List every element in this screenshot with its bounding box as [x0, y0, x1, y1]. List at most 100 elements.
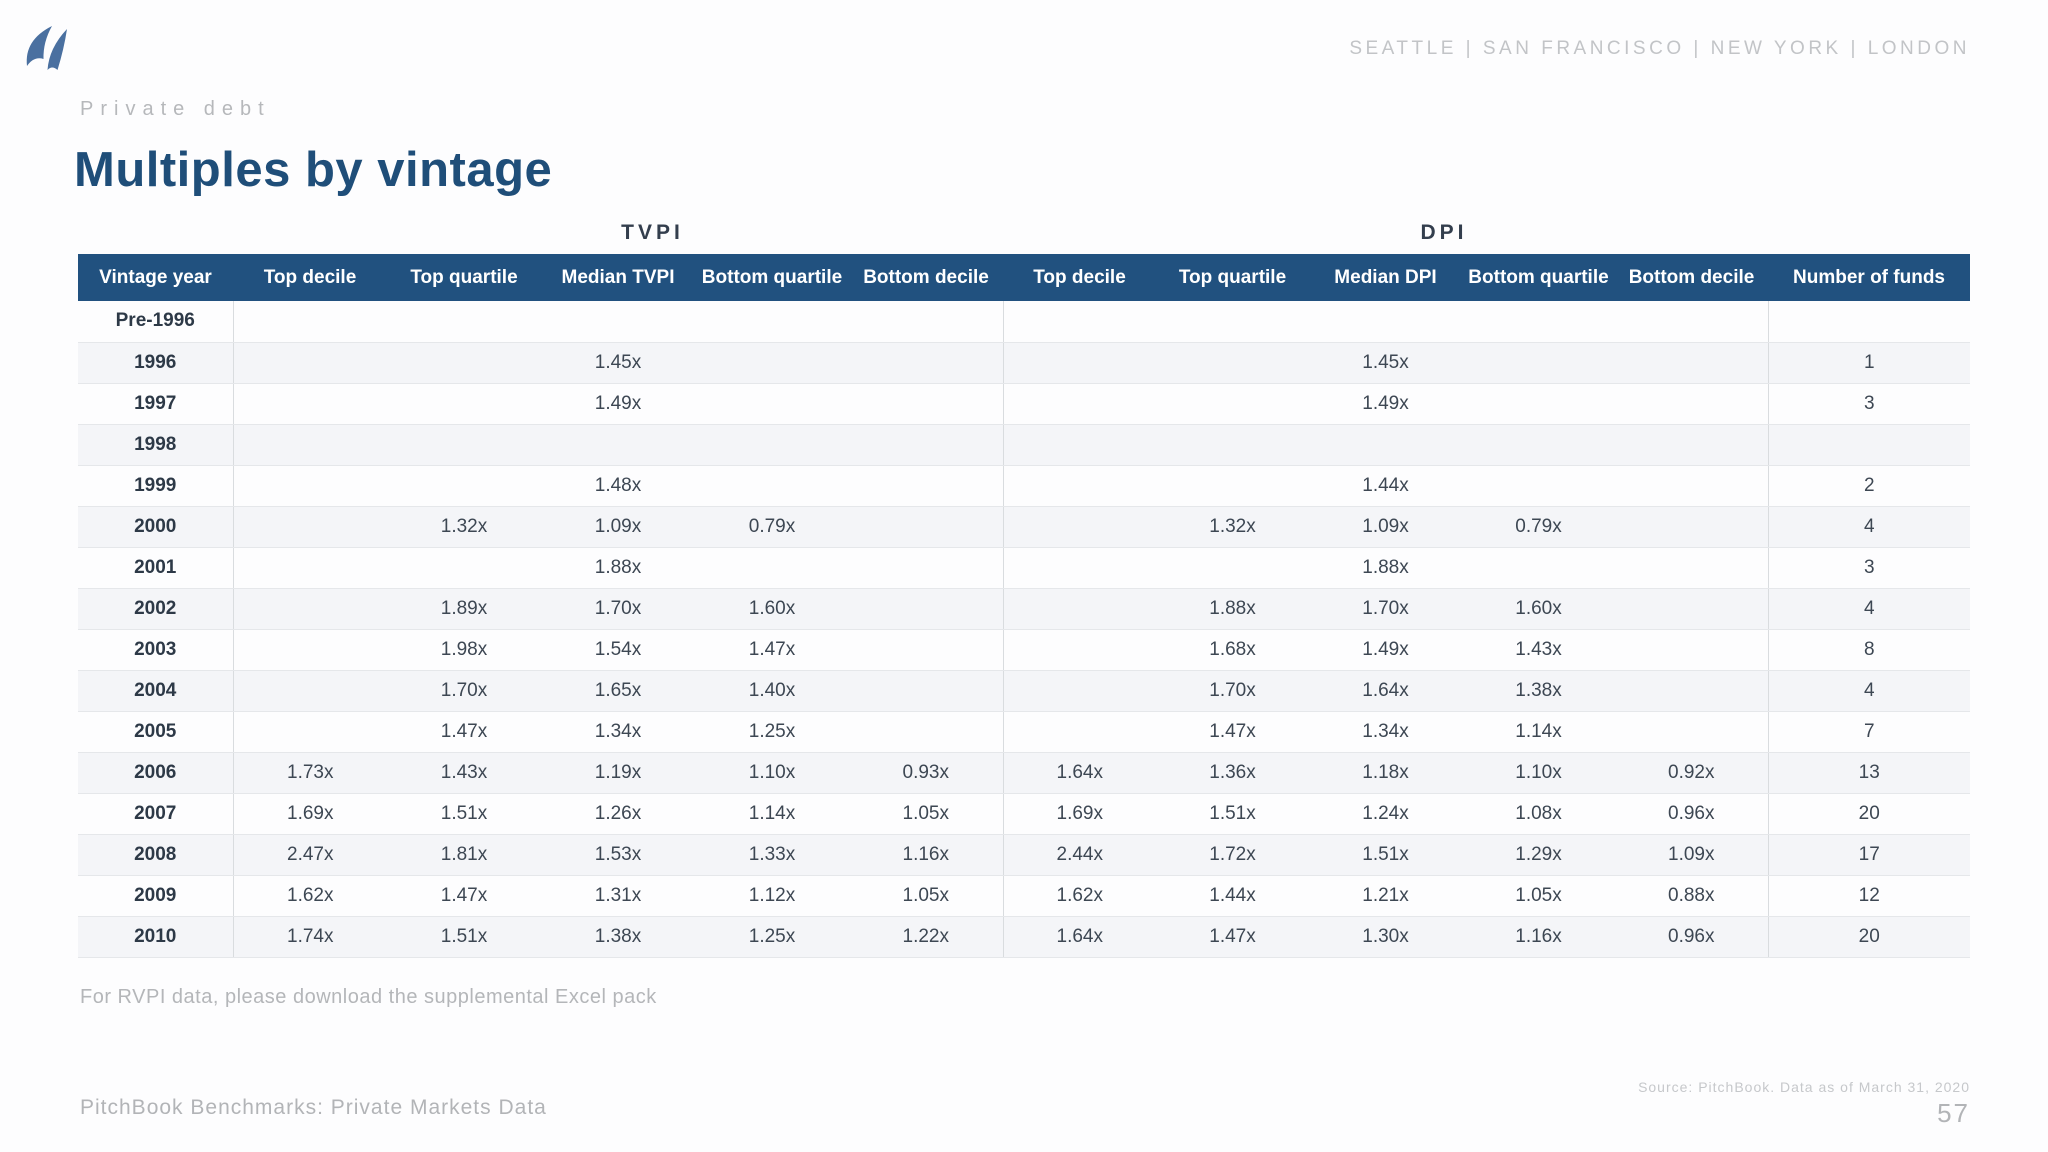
value-cell: 1.98x	[387, 629, 541, 671]
column-header-top-quartile: Top quartile	[387, 254, 541, 301]
column-header-median-dpi: Median DPI	[1309, 254, 1462, 301]
value-cell: 12	[1767, 875, 1970, 917]
column-header-bottom-decile: Bottom decile	[849, 254, 1003, 301]
value-cell: 1.34x	[541, 711, 695, 753]
vintage-year-cell: 2010	[78, 916, 233, 958]
column-header-top-decile: Top decile	[1003, 254, 1156, 301]
value-cell: 1.31x	[541, 875, 695, 917]
value-cell	[1462, 383, 1615, 425]
value-cell: 1.14x	[695, 793, 849, 835]
value-cell	[541, 301, 695, 343]
value-cell	[387, 301, 541, 343]
value-cell: 1.68x	[1156, 629, 1309, 671]
value-cell: 1.30x	[1309, 916, 1462, 958]
vintage-year-cell: 1997	[78, 383, 233, 425]
value-cell	[1615, 342, 1768, 384]
table-row: 1997 1.49x 1.49x 3	[78, 383, 1970, 425]
value-cell	[232, 301, 387, 343]
value-cell	[695, 465, 849, 507]
value-cell	[1462, 342, 1615, 384]
value-cell	[1002, 547, 1156, 589]
value-cell	[232, 629, 387, 671]
value-cell: 1.44x	[1309, 465, 1462, 507]
table-row: 2010 1.74x 1.51x 1.38x 1.25x 1.22x 1.64x 1.47x 1…	[78, 916, 1970, 958]
value-cell	[1156, 465, 1309, 507]
vintage-year-cell: 2003	[78, 629, 233, 671]
value-cell	[1462, 465, 1615, 507]
value-cell	[387, 342, 541, 384]
vintage-year-cell: 1999	[78, 465, 233, 507]
value-cell: 1.24x	[1309, 793, 1462, 835]
table-row: 2000 1.32x 1.09x 0.79x 1.32x 1.09x 0.79x 4	[78, 506, 1970, 548]
value-cell	[849, 547, 1003, 589]
value-cell: 4	[1767, 670, 1970, 712]
column-header-bottom-decile: Bottom decile	[1615, 254, 1768, 301]
value-cell: 0.88x	[1615, 875, 1768, 917]
value-cell	[695, 301, 849, 343]
value-cell: 0.79x	[1462, 506, 1615, 548]
value-cell: 4	[1767, 506, 1970, 548]
value-cell	[1002, 383, 1156, 425]
value-cell: 1.62x	[1002, 875, 1156, 917]
value-cell: 1.64x	[1002, 916, 1156, 958]
page-number: 57	[1937, 1098, 1970, 1128]
value-cell	[1002, 342, 1156, 384]
value-cell	[849, 670, 1003, 712]
value-cell: 1.47x	[387, 711, 541, 753]
value-cell	[1002, 301, 1156, 343]
value-cell: 17	[1767, 834, 1970, 876]
value-cell	[1615, 506, 1768, 548]
value-cell	[849, 342, 1003, 384]
value-cell: 2.44x	[1002, 834, 1156, 876]
value-cell	[1615, 588, 1768, 630]
page-title: Multiples by vintage	[74, 143, 553, 197]
footer-brand: PitchBook Benchmarks: Private Markets Da…	[80, 1096, 547, 1119]
column-header-bottom-quartile: Bottom quartile	[695, 254, 849, 301]
value-cell	[232, 588, 387, 630]
value-cell: 1.09x	[541, 506, 695, 548]
value-cell: 1.60x	[695, 588, 849, 630]
group-label-dpi: DPI	[1420, 221, 1468, 244]
table-row: 2007 1.69x 1.51x 1.26x 1.14x 1.05x 1.69x 1.51x 1…	[78, 793, 1970, 835]
value-cell: 1.51x	[1309, 834, 1462, 876]
group-label-tvpi: TVPI	[621, 221, 684, 244]
table-row: 2002 1.89x 1.70x 1.60x 1.88x 1.70x 1.60x 4	[78, 588, 1970, 630]
value-cell: 1.73x	[232, 752, 387, 794]
table-row: 2008 2.47x 1.81x 1.53x 1.33x 1.16x 2.44x 1.72x 1…	[78, 834, 1970, 876]
value-cell: 1.12x	[695, 875, 849, 917]
pitchbook-logo-icon	[26, 26, 67, 70]
value-cell: 1.88x	[1309, 547, 1462, 589]
source-block: Source: PitchBook. Data as of March 31, …	[1638, 1079, 1970, 1129]
value-cell	[387, 383, 541, 425]
value-cell: 1.47x	[1156, 916, 1309, 958]
table-row: 1998	[78, 424, 1970, 466]
value-cell	[1002, 588, 1156, 630]
value-cell: 2	[1767, 465, 1970, 507]
value-cell	[1615, 383, 1768, 425]
value-cell	[1767, 301, 1970, 343]
value-cell: 1.19x	[541, 752, 695, 794]
column-header-number-of-funds: Number of funds	[1768, 254, 1970, 301]
value-cell: 1.29x	[1462, 834, 1615, 876]
value-cell: 1.16x	[849, 834, 1003, 876]
value-cell	[232, 383, 387, 425]
value-cell	[1156, 301, 1309, 343]
value-cell: 1.14x	[1462, 711, 1615, 753]
value-cell	[387, 465, 541, 507]
column-header-bottom-quartile: Bottom quartile	[1462, 254, 1615, 301]
value-cell	[1615, 547, 1768, 589]
multiples-by-vintage-table: Vintage year Top decile Top quartile Median…	[78, 254, 1970, 958]
value-cell	[1002, 711, 1156, 753]
value-cell	[1156, 424, 1309, 466]
value-cell	[232, 342, 387, 384]
value-cell: 1.48x	[541, 465, 695, 507]
value-cell	[1767, 424, 1970, 466]
column-header-top-decile: Top decile	[233, 254, 387, 301]
vintage-year-cell: 1998	[78, 424, 233, 466]
value-cell	[232, 711, 387, 753]
value-cell	[695, 547, 849, 589]
value-cell	[1002, 424, 1156, 466]
value-cell: 8	[1767, 629, 1970, 671]
value-cell: 1.69x	[1002, 793, 1156, 835]
value-cell: 1.72x	[1156, 834, 1309, 876]
